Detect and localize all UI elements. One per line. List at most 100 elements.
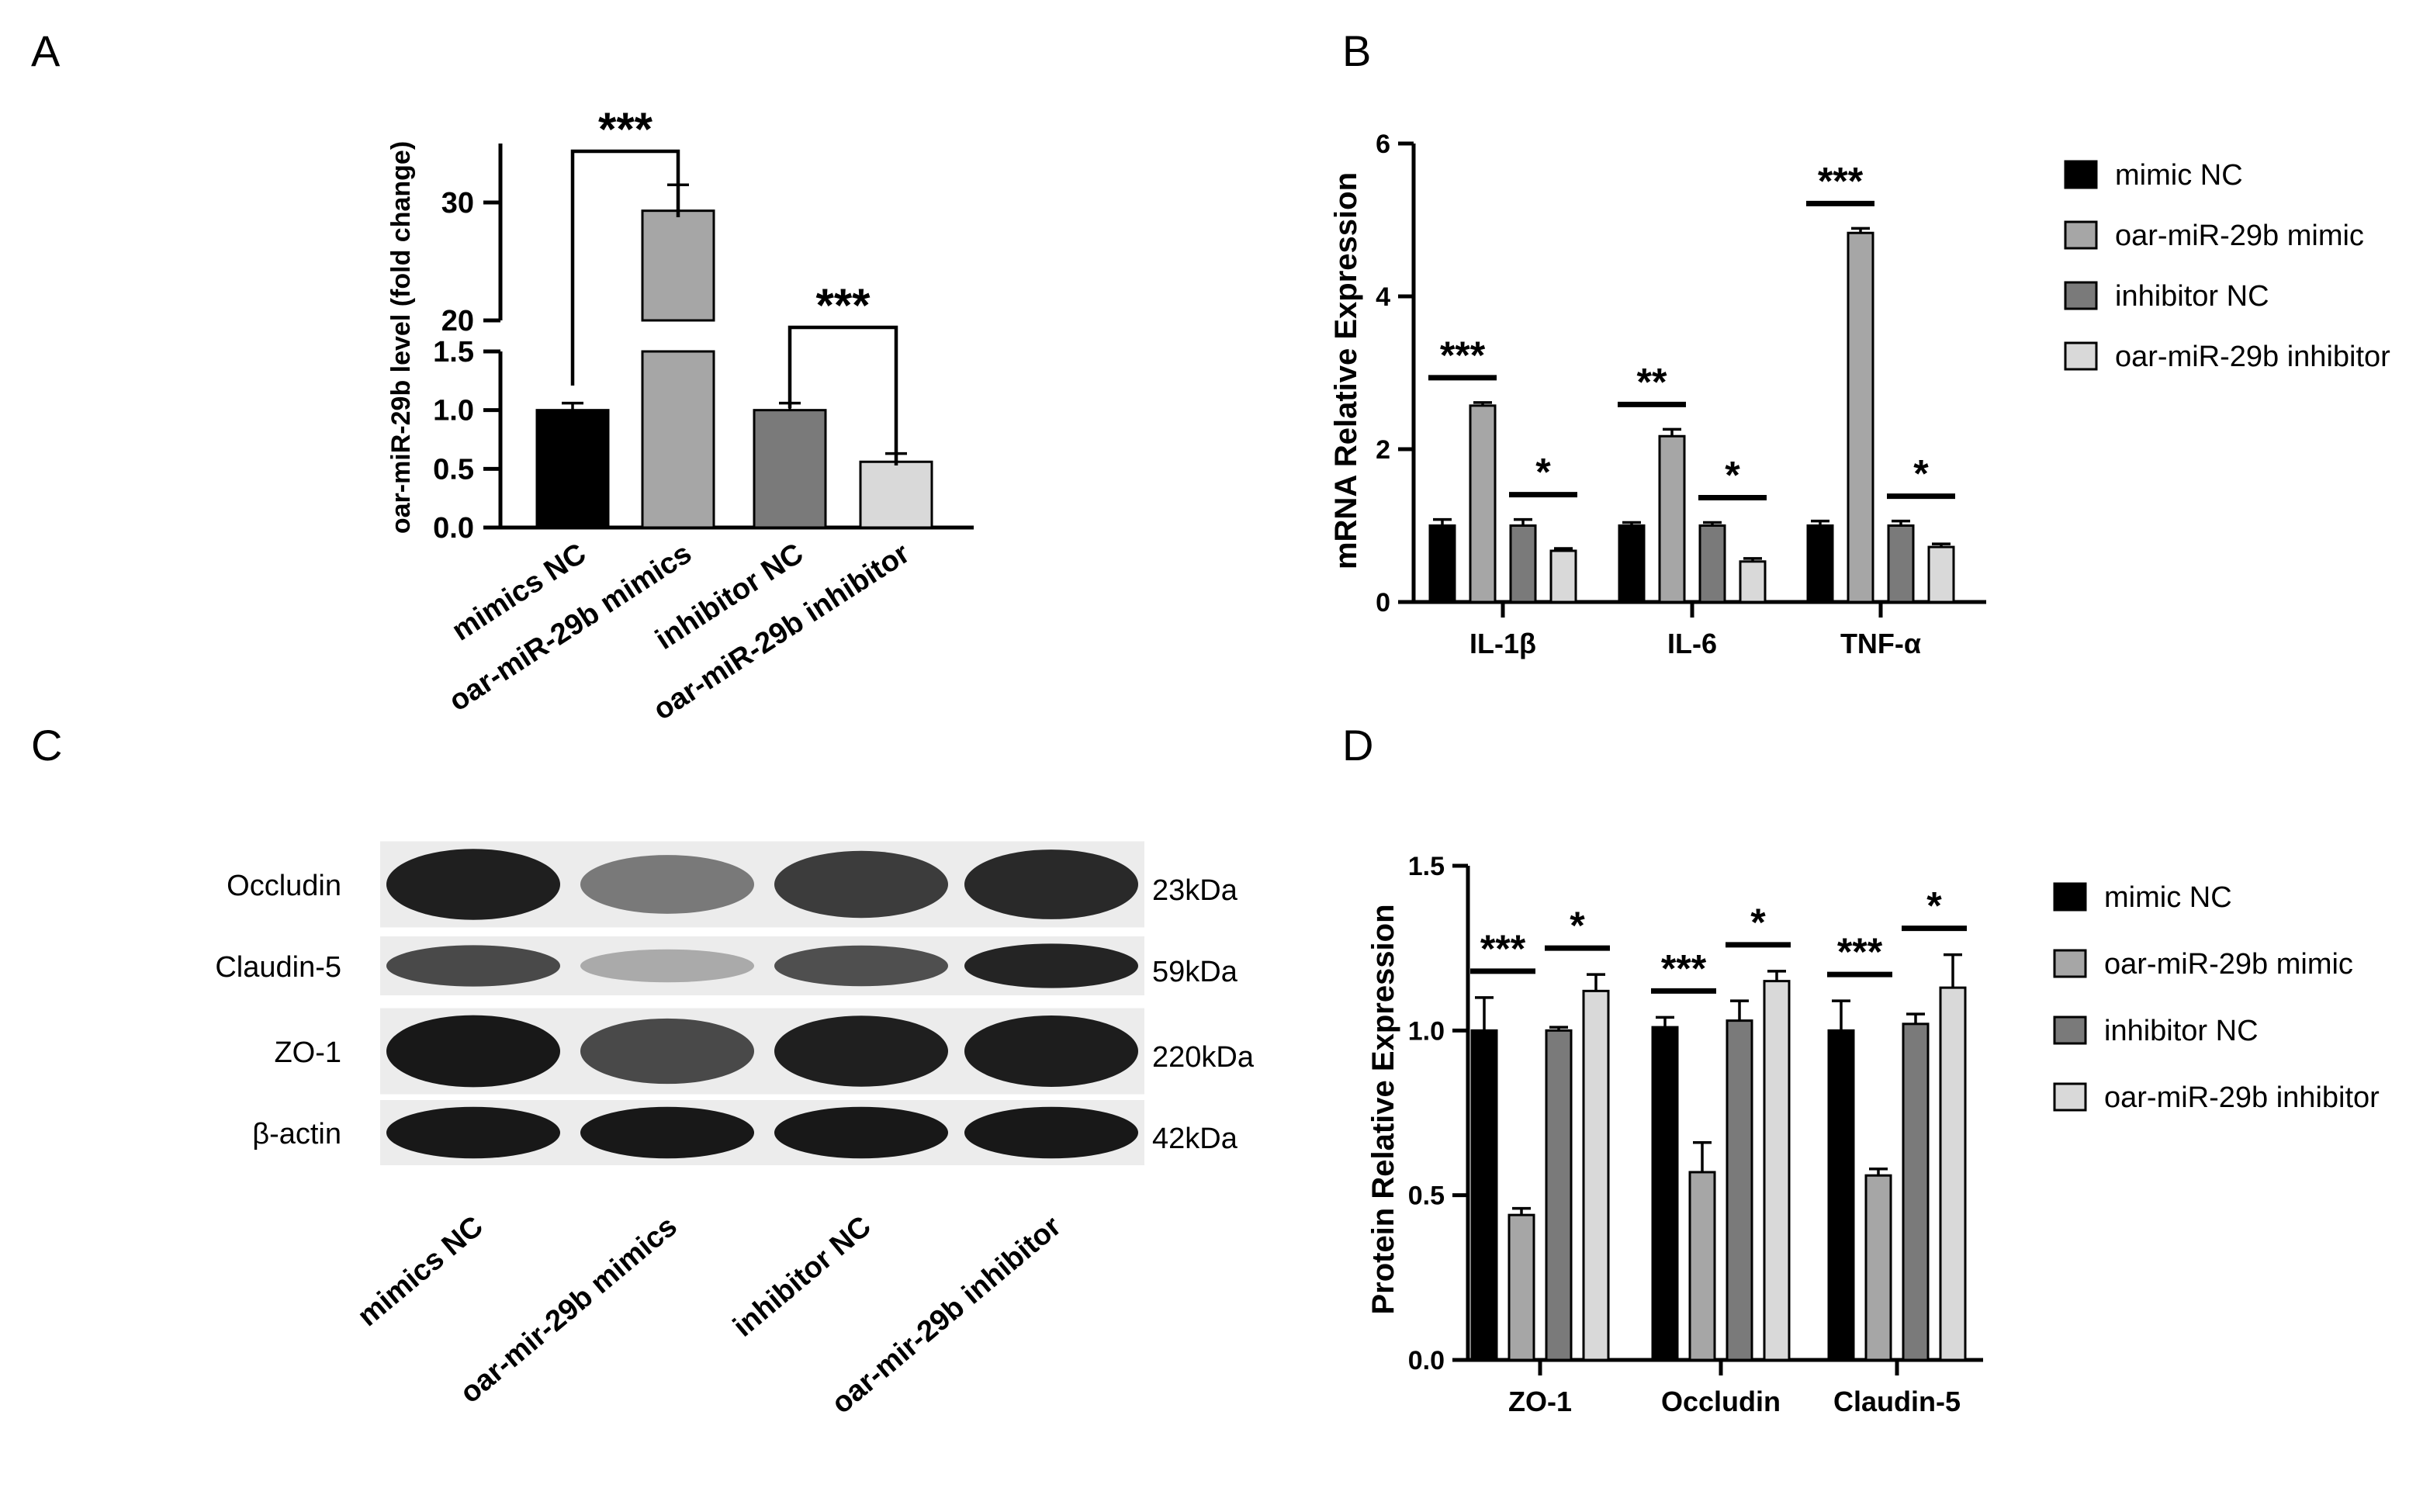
significance-label-b: *	[1725, 454, 1740, 497]
tick-label-d-x: ZO-1	[1508, 1386, 1572, 1417]
significance-label-b: *	[1535, 451, 1551, 494]
bar-d	[1902, 1022, 1930, 1361]
blot-protein-label: Occludin	[227, 870, 341, 902]
bar-b	[1847, 231, 1874, 604]
tick-label-d-x: Occludin	[1661, 1386, 1781, 1417]
tick-label-d-y: 1.5	[1408, 852, 1445, 881]
legend-swatch-d	[2053, 882, 2087, 912]
bar-b	[1887, 524, 1915, 604]
axis-label-d-y: Protein Relative Expression	[1366, 904, 1400, 1314]
tick-label-b-y: 4	[1376, 282, 1390, 312]
legend-swatch-b	[2064, 160, 2098, 189]
panel-a-chart: 0.0 0.5 1.0 1.520 30 oar-miR-29b level (fold …	[386, 103, 974, 727]
bar-d	[1508, 1213, 1535, 1361]
blot-protein-label: β-actin	[252, 1118, 341, 1150]
blot-size-label: 59kDa	[1152, 956, 1238, 988]
legend-swatch-d	[2053, 949, 2087, 978]
significance-label-b: *	[1913, 452, 1929, 496]
bar-d	[1939, 986, 1967, 1361]
tick-label-b-x: IL-6	[1667, 628, 1717, 659]
significance-label-d: ***	[1661, 946, 1707, 990]
significance-label-d: ***	[1480, 927, 1526, 971]
significance-label-d: *	[1750, 901, 1766, 944]
legend-swatch-b	[2064, 281, 2098, 310]
legend-label-d: oar-miR-29b mimic	[2104, 948, 2353, 981]
tick-label-a-y: 0.5	[433, 453, 474, 486]
blot-band	[386, 849, 560, 920]
bar-d	[1827, 1029, 1855, 1361]
bar-a	[535, 409, 610, 529]
significance-label-a: ***	[598, 103, 653, 155]
axis-label-b-y: mRNA Relative Expression	[1329, 172, 1363, 569]
blot-size-label: 23kDa	[1152, 874, 1238, 907]
legend-label-d: oar-miR-29b inhibitor	[2104, 1081, 2380, 1114]
blot-band	[774, 1015, 948, 1087]
tick-label-b-y: 6	[1376, 130, 1390, 159]
legend-label-b: oar-miR-29b inhibitor	[2115, 341, 2390, 373]
legend-swatch-b	[2064, 220, 2098, 250]
blot-band	[964, 943, 1138, 988]
panel-letter-b: B	[1342, 26, 1371, 75]
blot-band	[964, 849, 1138, 919]
bar-d	[1688, 1171, 1716, 1361]
tick-label-a-y: 1.5	[433, 336, 474, 368]
blot-protein-label: Claudin-5	[215, 951, 341, 984]
tick-label-a-y: 0.0	[433, 512, 474, 545]
blot-band	[386, 1106, 560, 1159]
bar-a	[859, 460, 933, 529]
bar-a	[753, 409, 827, 529]
bar-d	[1470, 1029, 1498, 1361]
tick-label-b-x: TNF-α	[1840, 628, 1921, 659]
bar-b	[1927, 545, 1955, 604]
blot-band	[964, 1015, 1138, 1088]
bar-d	[1651, 1026, 1679, 1361]
legend-swatch-b	[2064, 341, 2098, 371]
bar-d	[1763, 980, 1791, 1361]
tick-label-a-y: 30	[441, 187, 474, 220]
significance-label-b: ***	[1818, 159, 1864, 202]
blot-band	[580, 949, 754, 983]
bar-b	[1739, 560, 1767, 604]
blot-band	[580, 1018, 754, 1085]
bar-d	[1726, 1019, 1753, 1361]
tick-label-d-x: Claudin-5	[1833, 1386, 1961, 1417]
blot-band	[774, 945, 948, 987]
legend-label-b: inhibitor NC	[2115, 280, 2269, 313]
bar-d	[1864, 1174, 1892, 1361]
bar-b	[1658, 434, 1686, 604]
blot-lane-label: inhibitor NC	[727, 1210, 878, 1344]
panel-letter-d: D	[1342, 721, 1373, 770]
panel-letter-a: A	[31, 26, 61, 75]
bar-b	[1469, 404, 1497, 604]
blot-lane-label: mimics NC	[351, 1210, 489, 1333]
tick-label-b-y: 0	[1376, 588, 1390, 618]
panel-b-chart: 0 2 4 6 mRNA Relative Expression IL-1β IL-6 TNF…	[1329, 130, 2390, 659]
significance-label-d: *	[1570, 904, 1585, 947]
tick-label-d-y: 0.5	[1408, 1182, 1445, 1211]
legend-swatch-d	[2053, 1015, 2087, 1045]
blot-band	[774, 850, 948, 919]
blot-protein-label: ZO-1	[274, 1036, 341, 1069]
bar-b	[1618, 524, 1646, 604]
significance-label-d: ***	[1837, 930, 1883, 974]
significance-bracket-a	[788, 325, 898, 465]
legend-swatch-d	[2053, 1082, 2087, 1112]
significance-label-b: **	[1637, 360, 1667, 403]
bar-d	[1582, 989, 1610, 1361]
significance-label-a: ***	[815, 279, 871, 331]
bar-b	[1549, 549, 1577, 604]
tick-label-b-y: 2	[1376, 435, 1390, 465]
blot-band	[774, 1106, 948, 1159]
legend-label-d: mimic NC	[2104, 881, 2232, 914]
blot-band	[580, 1106, 754, 1159]
legend-label-b: mimic NC	[2115, 159, 2243, 192]
blot-band	[964, 1106, 1138, 1159]
panel-letter-c: C	[31, 721, 62, 770]
blot-size-label: 42kDa	[1152, 1123, 1238, 1155]
panel-c-western-blot: Occludin 23kDa Claudin-5 59kDa ZO-1 220kDa β-a…	[215, 841, 1255, 1420]
significance-label-d: *	[1926, 884, 1942, 928]
bar-b	[1428, 524, 1456, 604]
bar-a-upper	[641, 209, 715, 322]
bar-b	[1698, 524, 1726, 604]
